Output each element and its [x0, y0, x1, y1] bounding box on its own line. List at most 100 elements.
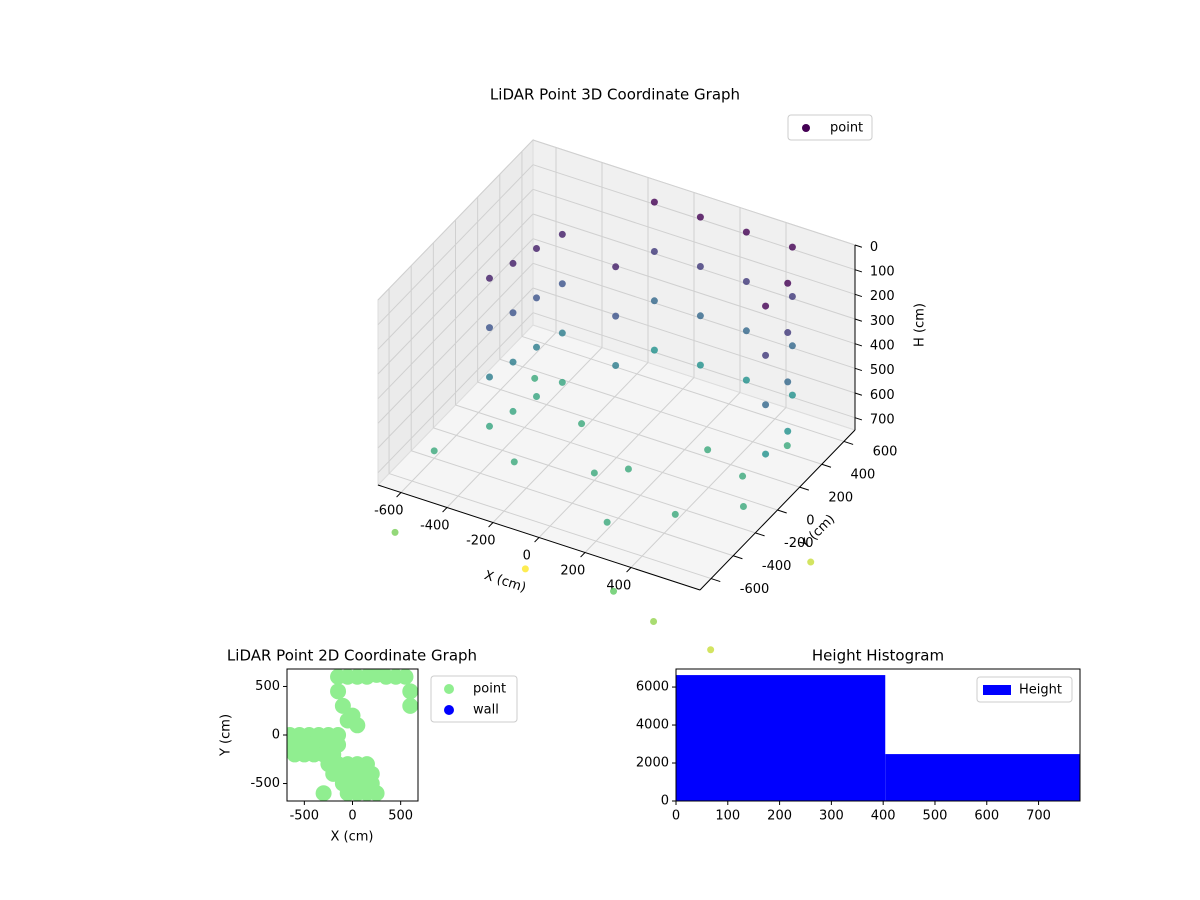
bar	[885, 754, 1080, 801]
tick-mark	[626, 567, 632, 573]
data-point	[762, 351, 770, 359]
z-tick-label: 300	[870, 314, 895, 329]
z-tick-label: 200	[870, 289, 895, 304]
data-point	[784, 329, 792, 337]
bar	[676, 675, 886, 801]
x-tick-label: 600	[974, 809, 999, 824]
chart-title: LiDAR Point 2D Coordinate Graph	[227, 647, 477, 665]
data-point	[650, 198, 658, 206]
x-axis-label: X (cm)	[331, 830, 374, 845]
data-point	[612, 312, 620, 320]
data-point	[397, 669, 414, 685]
data-point	[391, 528, 399, 536]
z-tick-label: 100	[870, 264, 895, 279]
tick-mark	[755, 532, 765, 537]
data-point	[402, 683, 418, 700]
data-point	[485, 324, 493, 332]
data-point	[788, 292, 796, 300]
data-point	[696, 361, 704, 369]
grid-line	[377, 262, 534, 424]
data-point	[603, 518, 611, 526]
z-tick-label: 0	[870, 240, 878, 255]
y-tick-label: 500	[255, 679, 280, 694]
x-tick-label: 200	[560, 564, 585, 579]
chart-title: LiDAR Point 3D Coordinate Graph	[490, 86, 740, 104]
grid-line	[499, 358, 822, 465]
x-tick-label: -400	[420, 519, 450, 534]
tick-mark	[854, 318, 863, 322]
tick-mark	[733, 555, 743, 560]
legend-label: Height	[1019, 683, 1062, 698]
legend-marker	[802, 124, 810, 132]
data-point	[578, 420, 586, 428]
tick-mark	[854, 367, 863, 372]
data-point	[485, 422, 493, 430]
data-point	[334, 697, 351, 714]
y-tick-label: 400	[850, 468, 875, 483]
data-point	[788, 342, 796, 350]
x-tick-label: -200	[466, 534, 496, 549]
plot-area	[287, 669, 418, 801]
x-axis-line	[377, 484, 701, 591]
data-point	[533, 294, 541, 302]
x-tick-label: -600	[374, 504, 404, 519]
x-tick-label: 500	[388, 809, 413, 824]
data-point	[762, 302, 770, 310]
grid-line	[377, 188, 534, 350]
tick-mark	[843, 440, 854, 445]
z-tick-label: 400	[870, 338, 895, 353]
data-point	[610, 587, 618, 595]
data-point	[368, 785, 385, 801]
data-point	[696, 213, 704, 221]
data-point	[612, 263, 620, 271]
grid-line	[532, 238, 856, 345]
x-tick-label: 500	[923, 809, 948, 824]
y-tick-label: -400	[762, 559, 792, 574]
y-tick-label: -600	[740, 582, 770, 597]
tick-mark	[854, 343, 863, 347]
y-tick-label: 0	[806, 513, 814, 528]
x-tick-label: 100	[715, 809, 740, 824]
tick-mark	[580, 552, 586, 558]
data-point	[349, 717, 366, 734]
tick-mark	[442, 507, 448, 513]
z-tick-label: 700	[870, 412, 895, 427]
legend-box	[976, 676, 1073, 703]
tick-mark	[396, 492, 402, 498]
grid-line	[411, 450, 734, 557]
data-point	[739, 503, 747, 511]
grid-line	[477, 381, 800, 488]
data-point	[315, 785, 332, 801]
grid-line	[377, 213, 534, 375]
data-point	[531, 374, 539, 382]
data-point	[612, 361, 620, 369]
z-axis-label: H (cm)	[913, 303, 928, 347]
tick-mark	[854, 417, 863, 421]
grid-line	[377, 139, 534, 301]
data-point	[784, 427, 792, 435]
tick-mark	[821, 463, 832, 468]
z-tick-label: 500	[870, 363, 895, 378]
data-point	[650, 617, 658, 625]
grid-line	[532, 312, 856, 419]
data-point	[509, 309, 517, 317]
x-tick-label: 400	[871, 809, 896, 824]
data-point	[788, 391, 796, 399]
data-point	[696, 262, 704, 270]
data-point	[533, 343, 541, 351]
y-tick-label: 4000	[636, 718, 669, 733]
data-point	[558, 280, 566, 288]
y-axis-line	[699, 429, 856, 591]
data-point	[783, 442, 791, 450]
legend-label: point	[830, 121, 863, 136]
y-tick-label: 600	[873, 445, 898, 460]
y-tick-label: 2000	[636, 756, 669, 771]
data-point	[485, 373, 493, 381]
legend-marker	[444, 705, 454, 715]
tick-mark	[854, 293, 863, 298]
grid-line	[377, 164, 534, 326]
data-point	[533, 245, 541, 253]
x-tick-label: 300	[819, 809, 844, 824]
grid-line	[532, 188, 856, 295]
y-tick-label: -500	[250, 776, 280, 791]
